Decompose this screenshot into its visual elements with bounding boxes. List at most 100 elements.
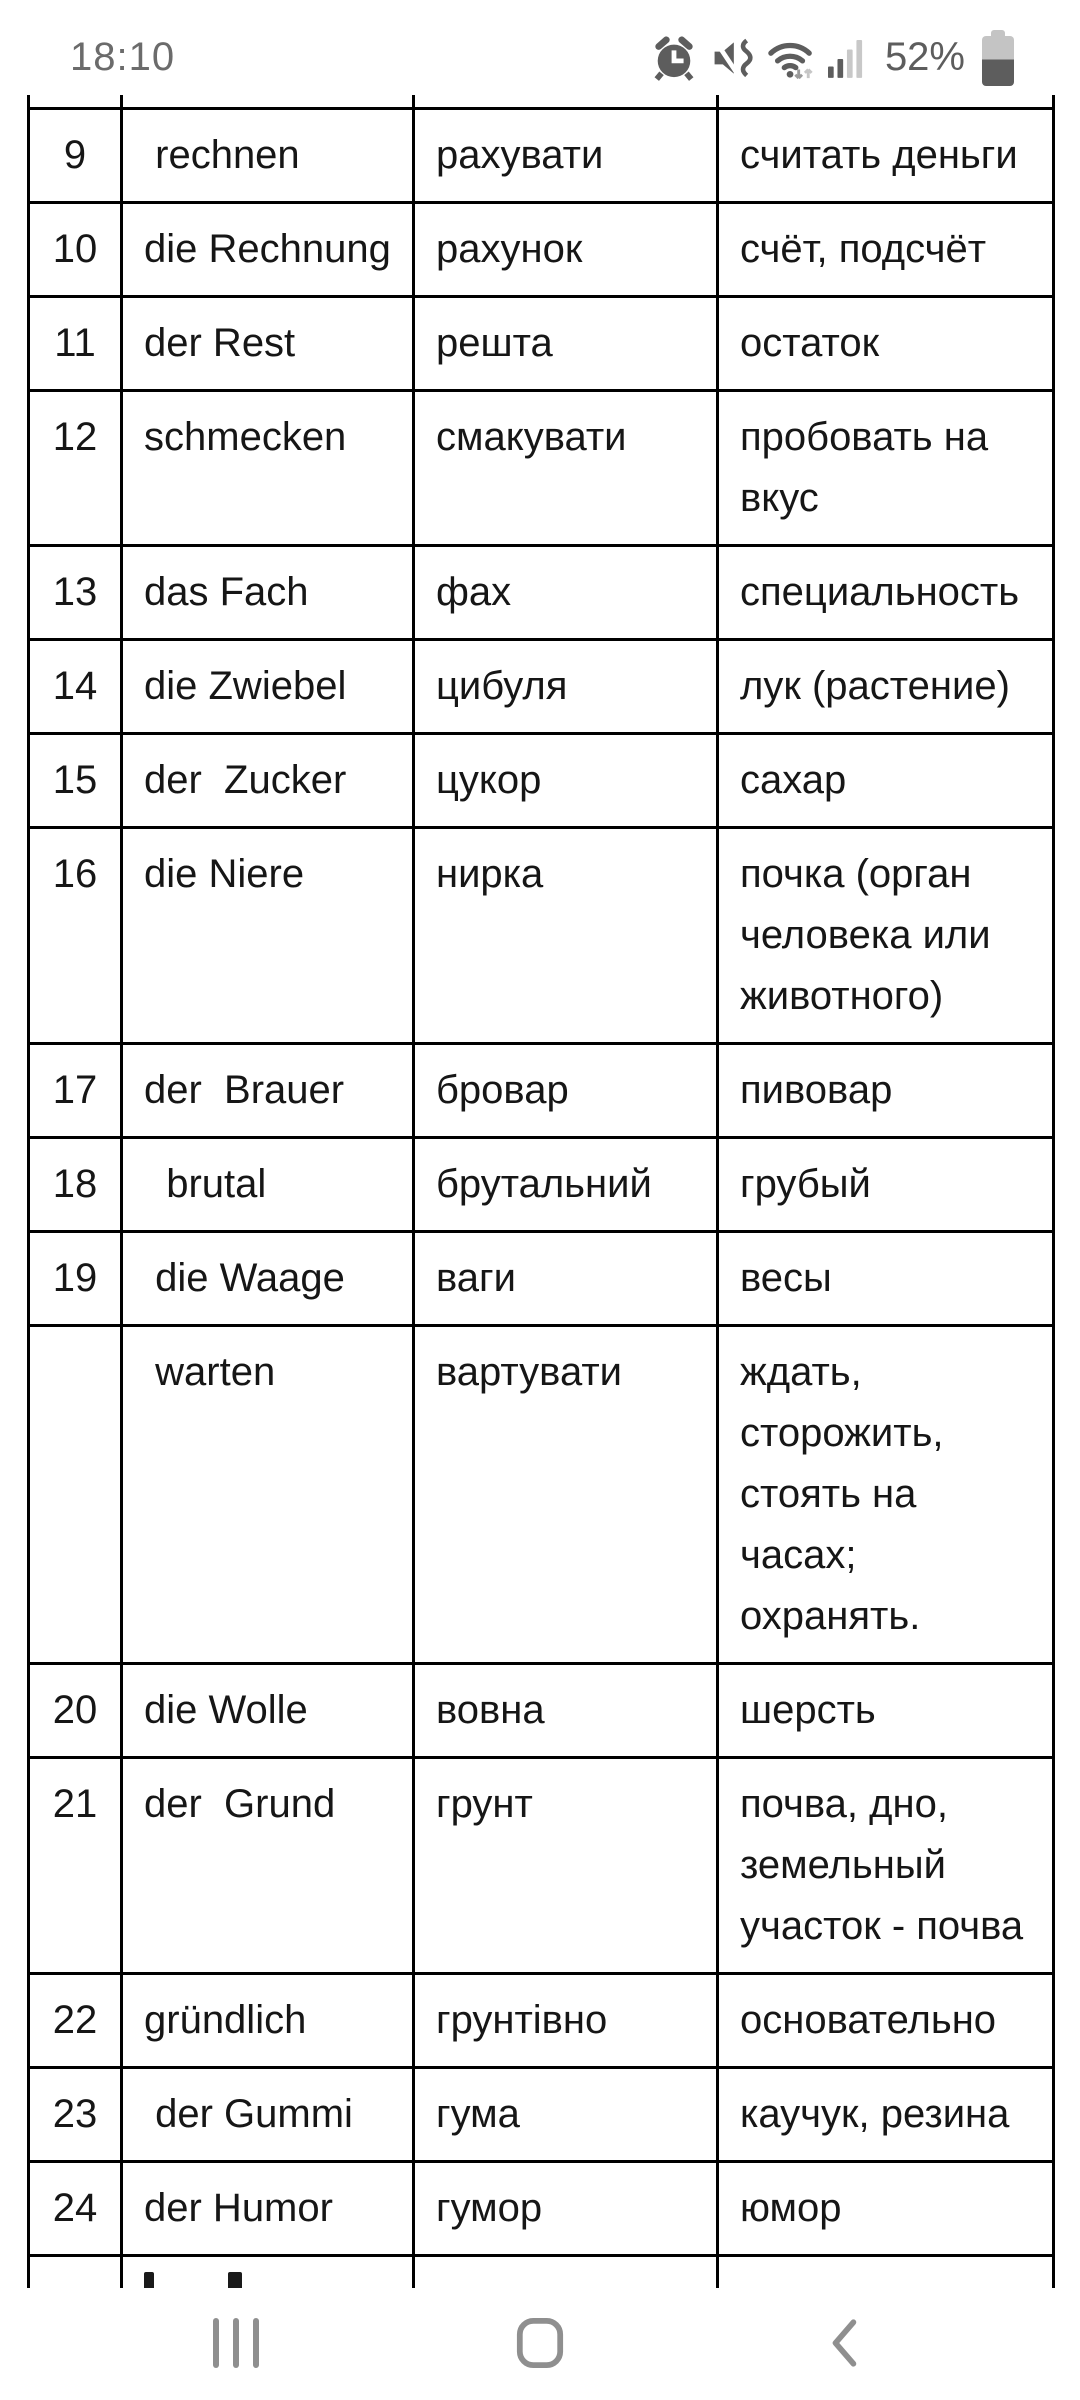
- cell-ukrainian: смакувати: [412, 389, 719, 547]
- table-row: 12 schmecken смакувати пробовать на вкус: [27, 389, 1055, 547]
- back-button[interactable]: [784, 2294, 904, 2394]
- clipped-text-fragment: [228, 2272, 242, 2288]
- cell-russian: специальность: [716, 544, 1055, 641]
- cell-russian: почка (орган человека или животного): [716, 826, 1055, 1045]
- cell-german: die Waage: [120, 1230, 415, 1327]
- cell-ukrainian: рахувати: [412, 107, 719, 204]
- table-row: 9 rechnen рахувати считать деньги: [27, 107, 1055, 204]
- cell-number: 10: [27, 201, 123, 298]
- cell-ukrainian: вартувати: [412, 1324, 719, 1665]
- table-row: 18 brutal брутальний грубый: [27, 1136, 1055, 1233]
- cell-russian: каучук, резина: [716, 2066, 1055, 2163]
- cell-german: warten: [120, 1324, 415, 1665]
- cell-number: 9: [27, 107, 123, 204]
- navigation-bar: [0, 2288, 1080, 2400]
- cell-russian: грубый: [716, 1136, 1055, 1233]
- cell-ukrainian: [412, 2254, 719, 2288]
- cell-number: 24: [27, 2160, 123, 2257]
- signal-bars-icon: [827, 37, 864, 79]
- status-bar: 18:10: [0, 0, 1080, 95]
- alarm-icon: [651, 35, 697, 81]
- cell-russian: почва, дно, земельный участок - почва: [716, 1756, 1055, 1975]
- cell-ukrainian: грунт: [412, 1756, 719, 1975]
- cell-german: der Grund: [120, 1756, 415, 1975]
- cell-number: 20: [27, 1662, 123, 1759]
- table-row: 20 die Wolle вовна шерсть: [27, 1662, 1055, 1759]
- table-row: 13 das Fach фах специальность: [27, 544, 1055, 641]
- cell-russian: пробовать на вкус: [716, 389, 1055, 547]
- cell-russian: счёт, подсчёт: [716, 201, 1055, 298]
- cell-number: 16: [27, 826, 123, 1045]
- cell-number: 23: [27, 2066, 123, 2163]
- cell-russian: сахар: [716, 732, 1055, 829]
- cell-german: das Fach: [120, 544, 415, 641]
- recents-button[interactable]: [176, 2294, 296, 2394]
- cell-number: 11: [27, 295, 123, 392]
- cell-german: die Rechnung: [120, 201, 415, 298]
- cell-ukrainian: рахунок: [412, 201, 719, 298]
- cell-russian: [716, 95, 1055, 110]
- cell-number: 14: [27, 638, 123, 735]
- table-row: 14 die Zwiebel цибуля лук (растение): [27, 638, 1055, 735]
- table-row: 21 der Grund грунт почва, дно, земельный…: [27, 1756, 1055, 1975]
- cell-number: [27, 1324, 123, 1665]
- battery-icon: [982, 29, 1014, 86]
- home-icon: [515, 2317, 565, 2372]
- cell-number: 22: [27, 1972, 123, 2069]
- cell-german: brutal: [120, 1136, 415, 1233]
- cell-german: [120, 95, 415, 110]
- table-row: 24 der Humor гумор юмор: [27, 2160, 1055, 2257]
- cell-german: der Gummi: [120, 2066, 415, 2163]
- cell-russian: пивовар: [716, 1042, 1055, 1139]
- vocabulary-table: 9 rechnen рахувати считать деньги 10 die…: [27, 95, 1055, 2288]
- cell-ukrainian: решта: [412, 295, 719, 392]
- cell-russian: лук (растение): [716, 638, 1055, 735]
- table-row: 11 der Rest решта остаток: [27, 295, 1055, 392]
- cell-ukrainian: гумор: [412, 2160, 719, 2257]
- cell-russian: [716, 2254, 1055, 2288]
- table-row: 16 die Niere нирка почка (орган человека…: [27, 826, 1055, 1045]
- cell-german: der Rest: [120, 295, 415, 392]
- cell-number: [27, 2254, 123, 2288]
- cell-german: die Zwiebel: [120, 638, 415, 735]
- clipped-text-fragment: [144, 2272, 154, 2288]
- cell-russian: шерсть: [716, 1662, 1055, 1759]
- cell-russian: юмор: [716, 2160, 1055, 2257]
- document-viewport[interactable]: 9 rechnen рахувати считать деньги 10 die…: [0, 95, 1080, 2288]
- cell-number: 12: [27, 389, 123, 547]
- cell-ukrainian: бровар: [412, 1042, 719, 1139]
- table-row: 17 der Brauer бровар пивовар: [27, 1042, 1055, 1139]
- cell-german: der Brauer: [120, 1042, 415, 1139]
- status-time: 18:10: [70, 35, 176, 79]
- cell-number: 19: [27, 1230, 123, 1327]
- table-row: [27, 95, 1055, 110]
- table-row: 23 der Gummi гума каучук, резина: [27, 2066, 1055, 2163]
- cell-russian: остаток: [716, 295, 1055, 392]
- cell-number: 21: [27, 1756, 123, 1975]
- cell-german: rechnen: [120, 107, 415, 204]
- wifi-icon: [767, 35, 815, 81]
- recents-icon: [210, 2317, 262, 2372]
- cell-ukrainian: [412, 95, 719, 110]
- battery-percent: 52%: [884, 35, 965, 79]
- vocabulary-table-body: 9 rechnen рахувати считать деньги 10 die…: [27, 95, 1055, 2288]
- table-row: [27, 2254, 1055, 2288]
- cell-russian: весы: [716, 1230, 1055, 1327]
- cell-russian: ждать, сторожить, стоять на часах; охран…: [716, 1324, 1055, 1665]
- table-row: 15 der Zucker цукор сахар: [27, 732, 1055, 829]
- cell-ukrainian: вовна: [412, 1662, 719, 1759]
- table-row: 22 gründlich грунтівно основательно: [27, 1972, 1055, 2069]
- back-icon: [827, 2318, 861, 2371]
- cell-ukrainian: фах: [412, 544, 719, 641]
- table-row: 10 die Rechnung рахунок счёт, подсчёт: [27, 201, 1055, 298]
- status-icons: 52%: [651, 29, 1014, 86]
- cell-ukrainian: цибуля: [412, 638, 719, 735]
- cell-german: der Zucker: [120, 732, 415, 829]
- cell-number: [27, 95, 123, 110]
- cell-german: die Niere: [120, 826, 415, 1045]
- cell-ukrainian: ваги: [412, 1230, 719, 1327]
- home-button[interactable]: [480, 2294, 600, 2394]
- cell-number: 17: [27, 1042, 123, 1139]
- cell-russian: основательно: [716, 1972, 1055, 2069]
